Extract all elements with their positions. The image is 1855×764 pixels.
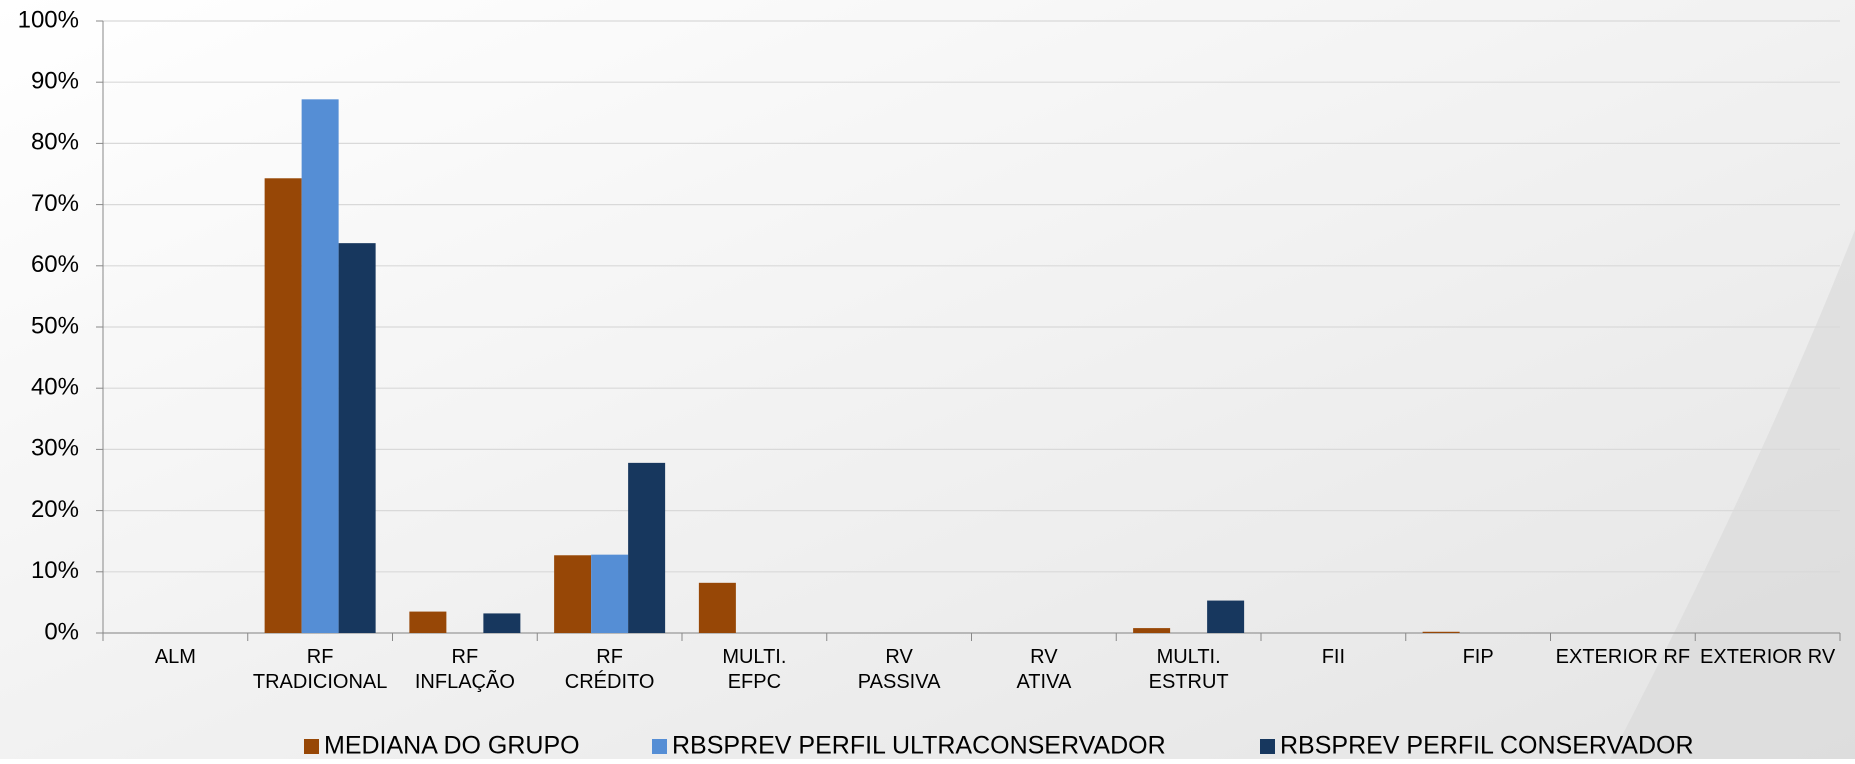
bar xyxy=(1133,628,1171,633)
bar xyxy=(483,613,521,633)
bar xyxy=(1207,600,1245,633)
bar xyxy=(301,99,339,633)
y-tick-label: 20% xyxy=(31,496,79,523)
x-tick-label: RF CRÉDITO xyxy=(565,646,655,693)
x-tick-label: FIP xyxy=(1463,646,1494,668)
x-tick-label: MULTI. ESTRUT xyxy=(1149,646,1229,693)
x-tick-line: RV xyxy=(1030,646,1058,668)
bar xyxy=(554,555,592,633)
x-tick-label: MULTI. EFPC xyxy=(722,646,786,693)
x-tick-label: RF INFLAÇÃO xyxy=(415,646,515,693)
y-tick-label: 80% xyxy=(31,129,79,156)
legend-label: RBSPREV PERFIL CONSERVADOR xyxy=(1280,732,1694,759)
bar xyxy=(628,462,666,633)
x-tick-line: TRADICIONAL xyxy=(253,671,387,693)
y-tick-label: 30% xyxy=(31,435,79,462)
y-tick-label: 60% xyxy=(31,251,79,278)
y-tick-label: 90% xyxy=(31,68,79,95)
x-tick-label: RV PASSIVA xyxy=(858,646,941,693)
x-tick-label: EXTERIOR RF xyxy=(1556,646,1690,668)
x-tick-label: EXTERIOR RV xyxy=(1700,646,1836,668)
x-tick-line: EXTERIOR RV xyxy=(1700,646,1836,668)
x-tick-label: RV ATIVA xyxy=(1016,646,1071,693)
bar xyxy=(338,243,376,633)
x-tick-label: FII xyxy=(1322,646,1345,668)
decoration xyxy=(1610,230,1855,759)
bar xyxy=(591,554,629,633)
x-tick-line: CRÉDITO xyxy=(565,670,655,693)
x-tick-line: RF xyxy=(596,646,623,668)
bar xyxy=(264,178,302,633)
x-tick-line: MULTI. xyxy=(1157,646,1221,668)
x-tick-line: PASSIVA xyxy=(858,671,941,693)
bar xyxy=(1422,631,1460,633)
x-tick-line: RV xyxy=(885,646,913,668)
legend-label: RBSPREV PERFIL ULTRACONSERVADOR xyxy=(672,732,1166,759)
legend-label: MEDIANA DO GRUPO xyxy=(324,732,580,759)
x-tick-line: RF xyxy=(307,646,334,668)
x-tick-line: FIP xyxy=(1463,646,1494,668)
x-tick-line: ESTRUT xyxy=(1149,671,1229,693)
x-tick-line: FII xyxy=(1322,646,1345,668)
bar xyxy=(409,611,447,633)
y-tick-label: 70% xyxy=(31,190,79,217)
x-tick-line: MULTI. xyxy=(722,646,786,668)
x-tick-label: ALM xyxy=(155,646,196,668)
x-tick-line: ALM xyxy=(155,646,196,668)
x-tick-line: INFLAÇÃO xyxy=(415,669,515,693)
x-tick-line: RF xyxy=(452,646,479,668)
x-tick-line: EFPC xyxy=(728,671,781,693)
x-tick-label: RF TRADICIONAL xyxy=(253,646,387,693)
y-tick-label: 50% xyxy=(31,312,79,339)
y-tick-label: 40% xyxy=(31,374,79,401)
x-tick-line: EXTERIOR RF xyxy=(1556,646,1690,668)
y-tick-label: 100% xyxy=(18,6,79,33)
bar xyxy=(698,582,736,633)
x-tick-line: ATIVA xyxy=(1016,671,1071,693)
legend-marker xyxy=(304,739,319,754)
y-tick-label: 0% xyxy=(44,618,79,645)
legend-marker xyxy=(1260,739,1275,754)
legend-marker xyxy=(652,739,667,754)
y-tick-label: 10% xyxy=(31,557,79,584)
